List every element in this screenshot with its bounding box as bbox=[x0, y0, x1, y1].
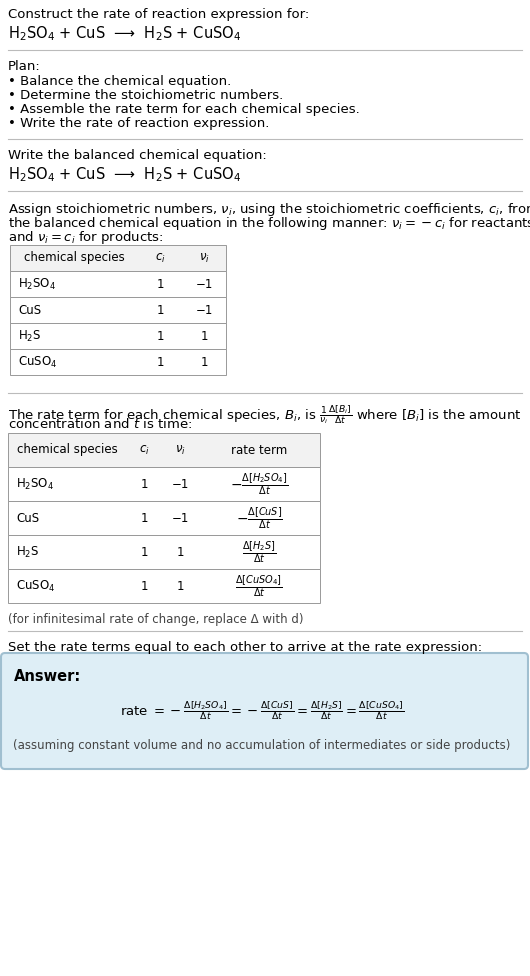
Text: $\frac{\Delta[CuSO_4]}{\Delta t}$: $\frac{\Delta[CuSO_4]}{\Delta t}$ bbox=[235, 573, 283, 599]
Text: 1: 1 bbox=[156, 277, 164, 291]
Text: $\frac{\Delta[H_2S]}{\Delta t}$: $\frac{\Delta[H_2S]}{\Delta t}$ bbox=[242, 539, 276, 565]
Text: rate term: rate term bbox=[231, 443, 287, 457]
FancyBboxPatch shape bbox=[8, 433, 320, 467]
Text: rate $= -\frac{\Delta[H_2SO_4]}{\Delta t} = -\frac{\Delta[CuS]}{\Delta t} = \fra: rate $= -\frac{\Delta[H_2SO_4]}{\Delta t… bbox=[120, 700, 404, 722]
Text: Answer:: Answer: bbox=[14, 669, 81, 684]
Text: 1: 1 bbox=[140, 580, 148, 592]
Text: chemical species: chemical species bbox=[24, 252, 125, 264]
Text: concentration and $t$ is time:: concentration and $t$ is time: bbox=[8, 417, 192, 431]
Text: 1: 1 bbox=[140, 477, 148, 491]
Text: 1: 1 bbox=[156, 355, 164, 369]
Text: H$_2$SO$_4$ + CuS  ⟶  H$_2$S + CuSO$_4$: H$_2$SO$_4$ + CuS ⟶ H$_2$S + CuSO$_4$ bbox=[8, 165, 241, 183]
Text: −1: −1 bbox=[171, 511, 189, 524]
Text: H$_2$SO$_4$: H$_2$SO$_4$ bbox=[16, 476, 54, 492]
Text: $c_i$: $c_i$ bbox=[139, 443, 149, 457]
Text: Plan:: Plan: bbox=[8, 60, 41, 73]
Text: $-\frac{\Delta[H_2SO_4]}{\Delta t}$: $-\frac{\Delta[H_2SO_4]}{\Delta t}$ bbox=[230, 471, 288, 497]
FancyBboxPatch shape bbox=[10, 297, 226, 323]
Text: $\nu_i$: $\nu_i$ bbox=[174, 443, 186, 457]
Text: CuSO$_4$: CuSO$_4$ bbox=[16, 579, 55, 593]
Text: 1: 1 bbox=[200, 330, 208, 343]
FancyBboxPatch shape bbox=[10, 271, 226, 297]
Text: Write the balanced chemical equation:: Write the balanced chemical equation: bbox=[8, 149, 267, 162]
Text: H$_2$S: H$_2$S bbox=[18, 329, 41, 344]
Text: chemical species: chemical species bbox=[16, 443, 117, 457]
FancyBboxPatch shape bbox=[8, 467, 320, 501]
Text: 1: 1 bbox=[156, 330, 164, 343]
Text: CuS: CuS bbox=[18, 304, 41, 316]
Text: The rate term for each chemical species, $B_i$, is $\frac{1}{\nu_i}\frac{\Delta[: The rate term for each chemical species,… bbox=[8, 403, 522, 426]
Text: 1: 1 bbox=[176, 580, 184, 592]
Text: the balanced chemical equation in the following manner: $\nu_i = -c_i$ for react: the balanced chemical equation in the fo… bbox=[8, 215, 530, 232]
Text: 1: 1 bbox=[200, 355, 208, 369]
Text: (assuming constant volume and no accumulation of intermediates or side products): (assuming constant volume and no accumul… bbox=[13, 739, 511, 752]
Text: Construct the rate of reaction expression for:: Construct the rate of reaction expressio… bbox=[8, 8, 309, 21]
FancyBboxPatch shape bbox=[10, 323, 226, 349]
FancyBboxPatch shape bbox=[10, 245, 226, 271]
Text: $\nu_i$: $\nu_i$ bbox=[199, 252, 209, 264]
Text: $-\frac{\Delta[CuS]}{\Delta t}$: $-\frac{\Delta[CuS]}{\Delta t}$ bbox=[235, 506, 282, 531]
Text: (for infinitesimal rate of change, replace Δ with d): (for infinitesimal rate of change, repla… bbox=[8, 613, 304, 626]
FancyBboxPatch shape bbox=[8, 535, 320, 569]
Text: Set the rate terms equal to each other to arrive at the rate expression:: Set the rate terms equal to each other t… bbox=[8, 641, 482, 654]
Text: 1: 1 bbox=[140, 546, 148, 558]
Text: • Write the rate of reaction expression.: • Write the rate of reaction expression. bbox=[8, 117, 269, 130]
Text: H$_2$S: H$_2$S bbox=[16, 545, 39, 559]
FancyBboxPatch shape bbox=[10, 349, 226, 375]
Text: • Determine the stoichiometric numbers.: • Determine the stoichiometric numbers. bbox=[8, 89, 283, 102]
FancyBboxPatch shape bbox=[8, 569, 320, 603]
Text: 1: 1 bbox=[156, 304, 164, 316]
Text: CuS: CuS bbox=[16, 511, 39, 524]
Text: −1: −1 bbox=[196, 277, 213, 291]
Text: Assign stoichiometric numbers, $\nu_i$, using the stoichiometric coefficients, $: Assign stoichiometric numbers, $\nu_i$, … bbox=[8, 201, 530, 218]
Text: −1: −1 bbox=[196, 304, 213, 316]
Text: H$_2$SO$_4$ + CuS  ⟶  H$_2$S + CuSO$_4$: H$_2$SO$_4$ + CuS ⟶ H$_2$S + CuSO$_4$ bbox=[8, 24, 241, 43]
Text: • Balance the chemical equation.: • Balance the chemical equation. bbox=[8, 75, 231, 88]
FancyBboxPatch shape bbox=[1, 653, 528, 769]
Text: H$_2$SO$_4$: H$_2$SO$_4$ bbox=[18, 276, 56, 292]
Text: CuSO$_4$: CuSO$_4$ bbox=[18, 354, 57, 370]
Text: 1: 1 bbox=[140, 511, 148, 524]
Text: 1: 1 bbox=[176, 546, 184, 558]
FancyBboxPatch shape bbox=[8, 501, 320, 535]
Text: $c_i$: $c_i$ bbox=[155, 252, 165, 264]
Text: and $\nu_i = c_i$ for products:: and $\nu_i = c_i$ for products: bbox=[8, 229, 164, 246]
Text: −1: −1 bbox=[171, 477, 189, 491]
Text: • Assemble the rate term for each chemical species.: • Assemble the rate term for each chemic… bbox=[8, 103, 360, 116]
